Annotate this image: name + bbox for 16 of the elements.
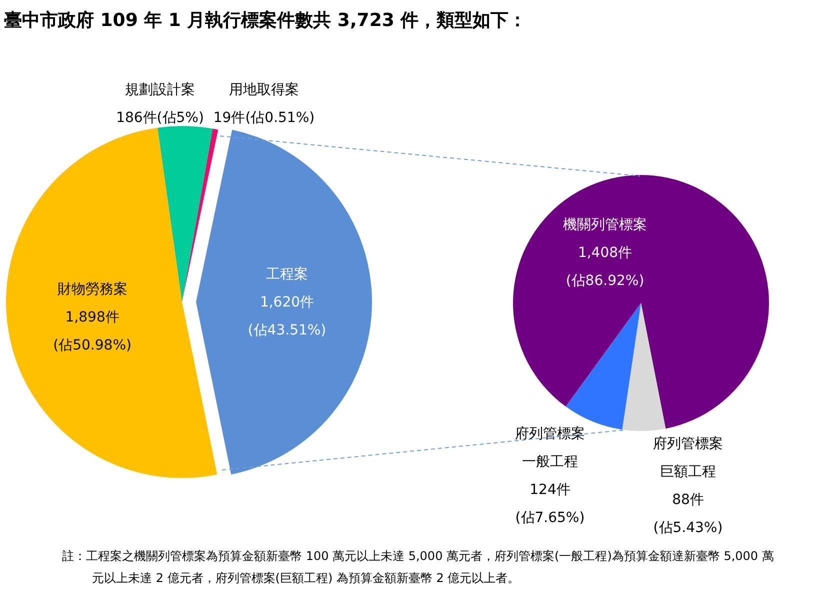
- slice-label: 規劃設計案: [125, 81, 195, 98]
- slice-label: 府列管標案巨額工程: [653, 435, 723, 480]
- data-label: 19件(佔0.51%): [213, 110, 315, 126]
- data-label: 1,620件 (佔43.51%): [248, 294, 326, 338]
- data-label: 1,898件 (佔50.98%): [53, 309, 132, 354]
- slice-label: 機關列管標案: [563, 216, 647, 233]
- slice-label: 工程案: [266, 265, 308, 282]
- data-label: 124件 (佔7.65%): [515, 482, 585, 526]
- slice-label: 用地取得案: [229, 81, 299, 98]
- data-label: 1,408件 (佔86.92%): [566, 245, 644, 289]
- data-label: 186件(佔5%): [116, 110, 204, 126]
- slice-label: 府列管標案一般工程: [515, 425, 585, 470]
- text: 註：工程案之機關列管標案為預算金額新臺幣 100 萬元以上未達 5,000 萬元者，府列管標案(一般工程)為預算金額達新臺幣 5,000 萬元以上未達 2 億元者，府列管標案(巨額工程) 為預算金額新臺幣 2 億元以上者。: [62, 548, 775, 587]
- slice-label: 財物勞務案: [57, 280, 128, 298]
- chart-title: 臺中市政府 109 年 1 月執行標案件數共 3,723 件，類型如下：: [4, 9, 527, 32]
- data-label: 88件 (佔5.43%): [653, 492, 723, 536]
